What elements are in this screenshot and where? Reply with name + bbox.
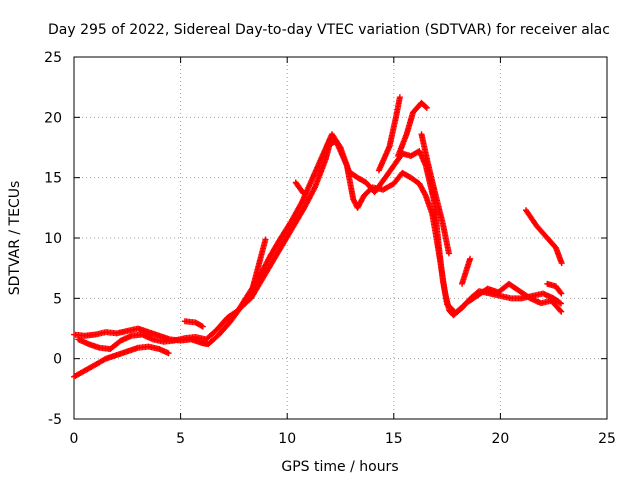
data-point (558, 290, 565, 297)
y-tick-label: 5 (53, 291, 62, 307)
x-tick-label: 15 (385, 431, 403, 447)
data-point (423, 104, 430, 111)
data-points (71, 94, 565, 380)
x-tick-label: 5 (176, 431, 185, 447)
grid-lines (74, 57, 607, 419)
data-point (300, 190, 307, 197)
series-track-j (459, 255, 474, 287)
data-point (556, 299, 563, 306)
series-track-b (75, 131, 565, 353)
data-point (558, 260, 565, 267)
data-point (558, 308, 565, 315)
y-tick-label: -5 (48, 412, 62, 428)
data-point (467, 255, 474, 262)
data-point (558, 300, 565, 307)
y-tick-label: 25 (44, 50, 62, 66)
y-axis-ticks: -5 0 5 10 15 20 25 (44, 50, 607, 428)
data-point (299, 189, 306, 196)
y-tick-label: 15 (44, 171, 62, 187)
series-track-i (418, 131, 452, 257)
x-tick-label: 25 (598, 431, 616, 447)
series-track-e (250, 236, 269, 290)
x-tick-label: 10 (278, 431, 296, 447)
series-track-h (395, 99, 430, 159)
series-track-c (71, 343, 172, 380)
data-point (262, 236, 269, 243)
series-track-k (522, 207, 565, 267)
series-track-d (181, 318, 206, 330)
data-point (557, 289, 564, 296)
data-point (165, 350, 172, 357)
y-tick-label: 20 (44, 110, 62, 126)
y-tick-label: 10 (44, 231, 62, 247)
y-axis-label: SDTVAR / TECUs (7, 181, 23, 296)
x-tick-label: 0 (70, 431, 79, 447)
data-point (396, 94, 403, 101)
plot-frame (73, 56, 608, 420)
x-axis-ticks: 0 5 10 15 20 25 (70, 57, 616, 447)
series-track-l (544, 280, 565, 297)
x-tick-label: 20 (491, 431, 509, 447)
chart-title: Day 295 of 2022, Sidereal Day-to-day VTE… (48, 22, 610, 38)
y-tick-label: 0 (53, 352, 62, 368)
data-point (199, 323, 206, 330)
series-track-g (375, 94, 403, 174)
series-track-f (292, 179, 307, 197)
data-point (445, 250, 452, 257)
data-point (422, 103, 429, 110)
data-point (557, 307, 564, 314)
x-axis-label: GPS time / hours (281, 459, 398, 475)
